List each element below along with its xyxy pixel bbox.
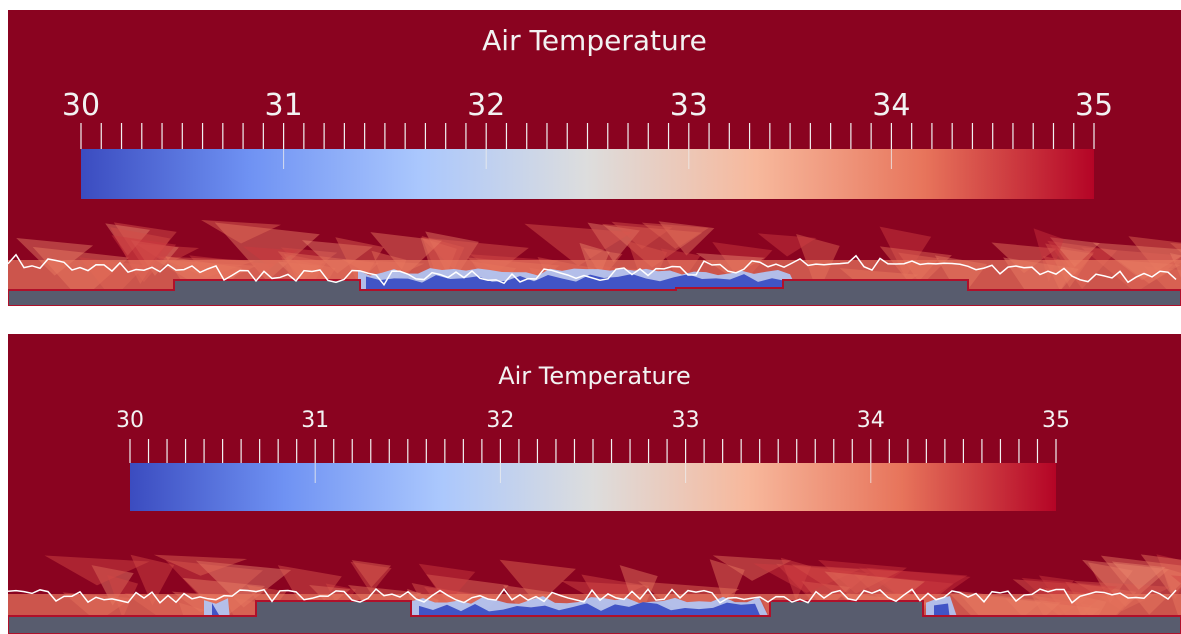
field-cell bbox=[113, 222, 177, 270]
colorbar-tick-label: 34 bbox=[872, 88, 911, 123]
field-cell bbox=[301, 240, 373, 274]
field-cell bbox=[560, 580, 646, 605]
field-cell bbox=[110, 227, 171, 284]
field-cell bbox=[130, 554, 175, 606]
colorbar-tick-label: 33 bbox=[671, 408, 700, 433]
field-cell bbox=[1171, 575, 1181, 584]
field-cell bbox=[16, 237, 94, 276]
colorbar-tick-label: 31 bbox=[301, 408, 330, 433]
field-cell bbox=[1169, 242, 1181, 253]
field-cell bbox=[153, 554, 248, 576]
field-cell bbox=[1038, 575, 1075, 600]
colorbar bbox=[130, 463, 1056, 511]
field-cell bbox=[753, 563, 861, 593]
colorbar-tick-label: 33 bbox=[669, 88, 708, 123]
field-cell bbox=[1082, 559, 1169, 607]
isoline bbox=[8, 253, 1177, 287]
colorbar-tick-label: 35 bbox=[1042, 408, 1070, 433]
field-cell bbox=[601, 223, 703, 268]
field-cell bbox=[1169, 252, 1181, 278]
field-cell bbox=[425, 231, 479, 284]
colorbar-tick-label: 35 bbox=[1074, 88, 1114, 123]
terrain bbox=[8, 279, 1181, 306]
field-cell bbox=[370, 232, 443, 275]
field-cell bbox=[611, 221, 673, 250]
field-cell bbox=[712, 555, 792, 581]
field-cell bbox=[499, 559, 576, 606]
field-cell bbox=[1033, 228, 1064, 283]
field-cell bbox=[641, 222, 709, 249]
field-cell bbox=[991, 242, 1057, 274]
field-cell bbox=[709, 559, 745, 613]
cold-region bbox=[366, 274, 790, 291]
field-cell bbox=[1087, 562, 1133, 603]
field-cell bbox=[658, 221, 715, 256]
field-cell bbox=[858, 567, 968, 607]
field-cell bbox=[587, 222, 640, 263]
field-cell bbox=[418, 563, 476, 605]
field-cell bbox=[91, 565, 134, 606]
colorbar-tick-label: 32 bbox=[467, 88, 506, 123]
field-cell bbox=[44, 555, 150, 586]
field-cell bbox=[135, 243, 200, 265]
colorbar bbox=[81, 149, 1094, 199]
field-cell bbox=[277, 565, 342, 621]
field-cell bbox=[1049, 237, 1100, 267]
temperature-panel-top: Air Temperature 30 31 32 33 34 35 bbox=[8, 10, 1181, 306]
field-cell bbox=[351, 560, 392, 588]
field-cell bbox=[1156, 554, 1181, 600]
field-cell bbox=[105, 223, 151, 256]
field-cell bbox=[879, 226, 932, 278]
field-cell bbox=[1140, 554, 1181, 597]
field-cell bbox=[1111, 561, 1166, 590]
field-cell bbox=[619, 565, 658, 621]
panel-title: Air Temperature bbox=[498, 362, 691, 390]
field-cell bbox=[195, 560, 292, 608]
colorbar-tick-label: 30 bbox=[116, 408, 144, 433]
cold-region-halo bbox=[204, 598, 230, 620]
field-cell bbox=[165, 559, 263, 613]
field-cell bbox=[524, 223, 633, 266]
field-cell bbox=[776, 563, 870, 613]
field-cell bbox=[214, 222, 320, 282]
temperature-panel-bottom: Air Temperature 30 31 32 33 34 35 bbox=[8, 334, 1181, 634]
colorbar-tick-label: 31 bbox=[264, 88, 303, 123]
isoline bbox=[8, 587, 1177, 604]
field-cell bbox=[350, 561, 392, 594]
panel-title: Air Temperature bbox=[482, 24, 707, 57]
colorbar-tick-label: 34 bbox=[856, 408, 885, 433]
temperature-field-view bbox=[8, 123, 1181, 306]
field-cell bbox=[818, 559, 907, 600]
field-cell bbox=[780, 557, 812, 601]
field-cell bbox=[130, 240, 179, 276]
colorbar-tick-label: 30 bbox=[61, 88, 101, 123]
field-cell bbox=[866, 567, 971, 614]
colorbar-tick-label: 32 bbox=[486, 408, 515, 433]
field-cell bbox=[757, 233, 817, 257]
field-cell bbox=[111, 235, 177, 283]
field-cell bbox=[791, 564, 900, 600]
field-cell bbox=[201, 220, 281, 244]
field-cell bbox=[242, 246, 298, 268]
temperature-field-view bbox=[8, 439, 1181, 634]
